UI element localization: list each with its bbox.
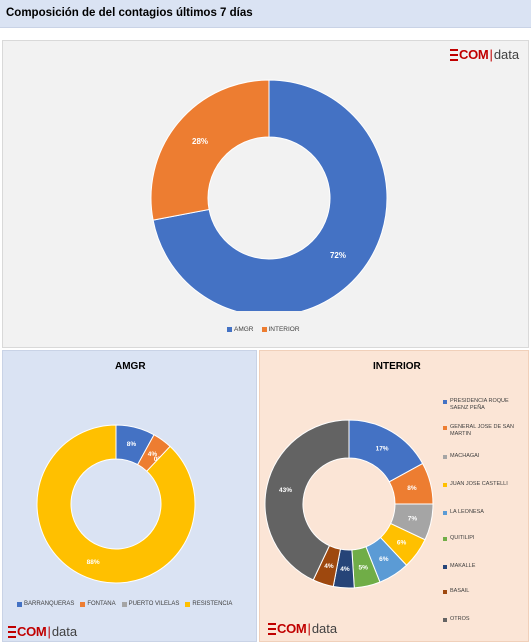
legend-label: INTERIOR bbox=[268, 326, 300, 333]
legend-item-presidencia-roque-saenz-pena: PRESIDENCIA ROQUE SAENZ PEÑA bbox=[443, 398, 528, 412]
donut-interior: 17% 8% 7% 6% 6% 5% 4% 4% 43% bbox=[264, 419, 434, 589]
legend-total: AMGR INTERIOR bbox=[227, 326, 300, 333]
legend-swatch bbox=[261, 327, 267, 332]
legend-swatch bbox=[121, 601, 127, 607]
slice-interior bbox=[150, 79, 270, 221]
logo-data: data bbox=[311, 621, 338, 636]
logo-com: COM bbox=[459, 47, 489, 62]
slice-amgr bbox=[152, 79, 388, 311]
data-label-amgr: 72% bbox=[330, 251, 346, 260]
chart-panel-total: COM | data 72% 28% AMGR INTERIOR bbox=[2, 40, 529, 348]
data-label-quitilipi: 5% bbox=[358, 565, 368, 572]
logo-com: COM bbox=[277, 621, 307, 636]
logo-data: data bbox=[493, 47, 520, 62]
title-bar: Composición de del contagios últimos 7 d… bbox=[0, 0, 531, 28]
data-label-juan-jose-castelli: 6% bbox=[397, 539, 407, 546]
data-label-resistencia: 88% bbox=[87, 559, 100, 566]
legend-swatch bbox=[80, 601, 86, 607]
legend-label: LA LEONESA bbox=[450, 509, 484, 515]
comdata-logo: COM | data bbox=[450, 47, 519, 62]
logo-com: COM bbox=[17, 624, 47, 639]
donut-total: 72% 28% bbox=[150, 79, 388, 311]
data-label-presidencia-roque-saenz-pena: 17% bbox=[376, 445, 389, 452]
legend-swatch bbox=[443, 425, 447, 430]
legend-item-puerto-vilelas: PUERTO VILELAS bbox=[121, 601, 180, 607]
legend-swatch bbox=[185, 601, 191, 607]
legend-item-barranqueras: BARRANQUERAS bbox=[17, 601, 74, 607]
legend-swatch bbox=[443, 399, 447, 404]
legend-swatch bbox=[443, 617, 447, 622]
legend-item-basail: BASAIL bbox=[443, 588, 528, 595]
logo-sep: | bbox=[489, 47, 493, 62]
legend-label: PUERTO VILELAS bbox=[128, 601, 180, 607]
legend-label: JUAN JOSE CASTELLI bbox=[450, 481, 508, 487]
legend-label: OTROS bbox=[450, 616, 470, 622]
legend-item-otros: OTROS bbox=[443, 616, 528, 623]
logo-bars-icon bbox=[8, 625, 16, 638]
data-label-la-leonesa: 6% bbox=[379, 556, 389, 563]
logo-sep: | bbox=[307, 621, 311, 636]
legend-item-la-leonesa: LA LEONESA bbox=[443, 509, 528, 516]
legend-swatch bbox=[443, 564, 447, 569]
legend-label: RESISTENCIA bbox=[192, 601, 233, 607]
data-label-makalle: 4% bbox=[340, 566, 350, 573]
legend-item-fontana: FONTANA bbox=[80, 601, 116, 607]
chart-title-amgr: AMGR bbox=[115, 361, 146, 372]
data-label-interior: 28% bbox=[192, 137, 208, 146]
comdata-logo-left: COM | data bbox=[8, 624, 77, 639]
legend-label: GENERAL JOSE DE SAN MARTIN bbox=[450, 424, 514, 437]
legend-swatch bbox=[443, 536, 447, 541]
legend-item-quitilipi: QUITILIPI bbox=[443, 535, 528, 542]
legend-amgr: BARRANQUERAS FONTANA PUERTO VILELAS RESISTE… bbox=[17, 601, 232, 607]
data-label-fontana: 4% bbox=[148, 451, 158, 458]
legend-item-juan-jose-castelli: JUAN JOSE CASTELLI bbox=[443, 481, 528, 488]
comdata-logo-bottom: COM | data bbox=[268, 621, 337, 636]
legend-swatch bbox=[443, 510, 447, 515]
legend-swatch bbox=[443, 454, 447, 459]
legend-item-general-jose-de-san-martin: GENERAL JOSE DE SAN MARTIN bbox=[443, 424, 528, 438]
donut-amgr: 8%4%0%88% bbox=[36, 424, 196, 584]
legend-label: PRESIDENCIA ROQUE SAENZ PEÑA bbox=[450, 398, 509, 411]
chart-panel-amgr: AMGR 8%4%0%88% BARRANQUERASFONTANAPUERTO… bbox=[2, 350, 257, 642]
legend-item-interior: INTERIOR bbox=[261, 326, 300, 333]
legend-swatch bbox=[17, 601, 22, 607]
slice-resistencia bbox=[36, 424, 196, 584]
legend-label: AMGR bbox=[234, 326, 254, 333]
legend-label: BASAIL bbox=[450, 588, 470, 594]
data-label-otros: 43% bbox=[279, 487, 292, 494]
legend-label: MACHAGAI bbox=[450, 453, 480, 459]
data-label-basail: 4% bbox=[324, 563, 334, 570]
legend-label: BARRANQUERAS bbox=[24, 601, 75, 607]
legend-label: MAKALLE bbox=[450, 563, 476, 569]
logo-bars-icon bbox=[450, 48, 458, 61]
chart-panel-interior: INTERIOR 17% 8% 7% 6% 6% 5% 4% 4% 43% COM | data bbox=[259, 350, 529, 642]
data-label-general-jose-de-san-martin: 8% bbox=[407, 485, 417, 492]
legend-label: QUITILIPI bbox=[450, 535, 475, 541]
legend-item-amgr: AMGR bbox=[227, 326, 254, 333]
data-label-machagai: 7% bbox=[408, 515, 418, 522]
logo-data: data bbox=[51, 624, 78, 639]
legend-swatch bbox=[443, 482, 447, 487]
legend-item-resistencia: RESISTENCIA bbox=[185, 601, 232, 607]
legend-swatch bbox=[443, 589, 447, 594]
chart-title-interior: INTERIOR bbox=[373, 361, 421, 372]
logo-sep: | bbox=[47, 624, 51, 639]
logo-bars-icon bbox=[268, 622, 276, 635]
page-title: Composición de del contagios últimos 7 d… bbox=[6, 7, 253, 19]
legend-item-machagai: MACHAGAI bbox=[443, 453, 528, 460]
legend-swatch bbox=[227, 327, 232, 332]
legend-label: FONTANA bbox=[87, 601, 116, 607]
data-label-barranqueras: 8% bbox=[127, 441, 137, 448]
slice-otros bbox=[264, 419, 350, 581]
legend-item-makalle: MAKALLE bbox=[443, 563, 528, 570]
